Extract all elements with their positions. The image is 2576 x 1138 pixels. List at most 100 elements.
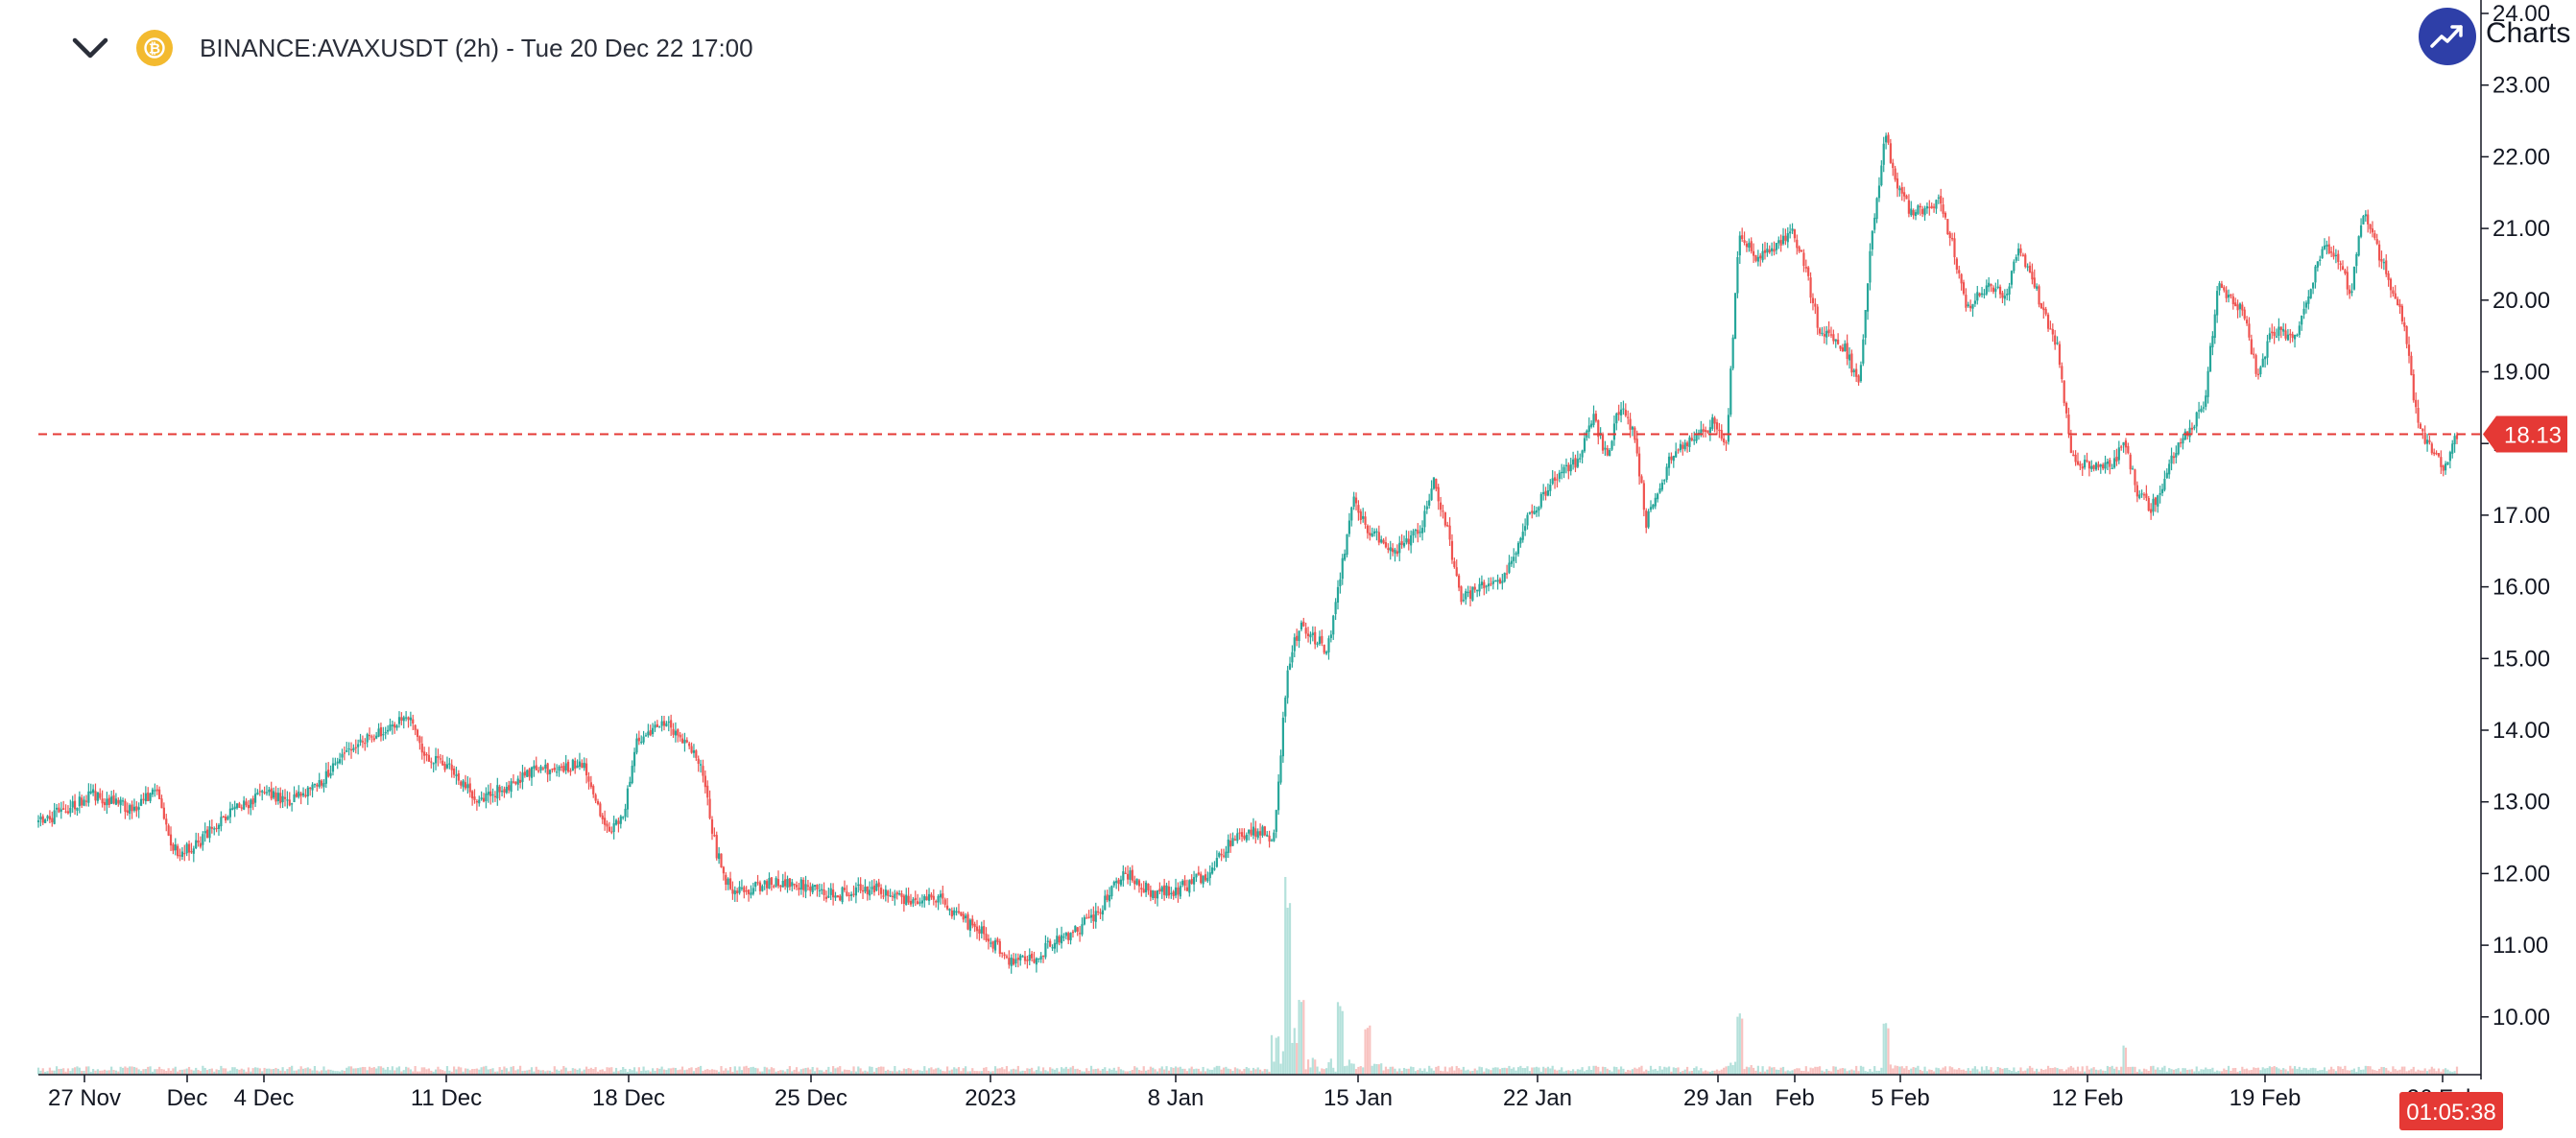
candle-body: [2339, 263, 2342, 265]
volume-bar: [1594, 1065, 1597, 1075]
volume-bar: [736, 1070, 739, 1075]
candle-body: [697, 758, 700, 764]
volume-bar: [1306, 1059, 1310, 1075]
volume-bar: [1332, 1067, 1335, 1075]
candle-body: [58, 807, 60, 813]
volume-bar: [1609, 1070, 1611, 1075]
volume-bar: [1471, 1071, 1474, 1075]
volume-bar: [124, 1066, 127, 1075]
candle-body: [94, 791, 97, 801]
candle-body: [1051, 947, 1054, 949]
volume-bar: [962, 1068, 965, 1075]
volume-bar: [2031, 1067, 2034, 1075]
candle-body: [2435, 453, 2438, 455]
candle-body: [1718, 429, 1721, 432]
volume-bar: [1697, 1070, 1701, 1075]
collapse-button[interactable]: [67, 25, 113, 71]
volume-bar: [160, 1069, 163, 1075]
candle-body: [1839, 345, 1842, 349]
volume-bar: [1839, 1068, 1842, 1075]
volume-bar: [1798, 1068, 1801, 1075]
candle-body: [258, 791, 261, 793]
volume-bar: [763, 1066, 766, 1075]
volume-bar: [993, 1066, 997, 1075]
volume-bar: [126, 1067, 129, 1075]
candle-body: [2323, 245, 2326, 249]
candle-body: [923, 896, 926, 901]
volume-bar: [1793, 1069, 1797, 1075]
candle-body: [450, 764, 453, 771]
volume-bar: [1238, 1069, 1241, 1075]
candle-body: [706, 785, 709, 798]
volume-bar: [2261, 1067, 2264, 1075]
candle-body: [192, 848, 195, 854]
volume-bar: [821, 1070, 823, 1075]
candle-body: [36, 820, 40, 822]
candle-body: [905, 894, 908, 906]
candle-body: [2067, 415, 2070, 435]
volume-bar: [1462, 1066, 1465, 1075]
volume-bar: [1622, 1068, 1625, 1075]
candle-body: [2284, 330, 2287, 339]
candle-body: [945, 905, 949, 910]
candle-body: [2332, 252, 2335, 257]
volume-bar: [975, 1071, 979, 1075]
volume-bar: [1324, 1068, 1328, 1075]
candle-body: [583, 762, 585, 769]
candle-body: [2268, 333, 2271, 340]
candle-body: [1087, 916, 1090, 918]
volume-bar: [2327, 1069, 2330, 1075]
candle-body: [1446, 524, 1449, 527]
candle-body: [2350, 291, 2353, 294]
candle-body: [2140, 493, 2143, 495]
candle-body: [1610, 440, 1613, 450]
candle-body: [1291, 652, 1294, 663]
volume-bar: [1334, 1071, 1337, 1075]
candle-body: [357, 744, 360, 747]
volume-bar: [1571, 1069, 1575, 1075]
volume-bar: [155, 1069, 158, 1075]
volume-bar: [530, 1067, 534, 1075]
volume-bar: [1377, 1064, 1380, 1075]
volume-bar: [354, 1068, 357, 1075]
candle-body: [1023, 956, 1027, 961]
volume-bar: [1197, 1068, 1200, 1075]
volume-bar: [1432, 1070, 1436, 1075]
candle-body: [256, 792, 259, 795]
volume-bar: [2097, 1070, 2100, 1075]
volume-bar: [1649, 1065, 1653, 1075]
volume-bar: [110, 1066, 113, 1075]
volume-bar: [377, 1066, 380, 1075]
volume-bar: [1215, 1065, 1218, 1075]
candle-body: [971, 918, 974, 926]
candle-body: [955, 911, 958, 913]
volume-bar: [823, 1071, 825, 1075]
volume-bar: [2013, 1067, 2015, 1075]
candle-body: [672, 728, 675, 735]
volume-bar: [1185, 1071, 1189, 1075]
volume-bar: [1791, 1070, 1794, 1075]
volume-bar: [1695, 1066, 1698, 1075]
volume-bar: [2205, 1067, 2207, 1075]
candle-body: [1318, 636, 1322, 645]
volume-bar: [1498, 1069, 1502, 1075]
candle-body: [806, 885, 810, 887]
candle-body: [1407, 538, 1410, 545]
volume-bar: [1435, 1066, 1438, 1075]
candle-body: [2397, 298, 2399, 305]
candle-body: [1145, 882, 1148, 892]
volume-bar: [706, 1069, 709, 1075]
volume-bar: [973, 1071, 976, 1075]
volume-bar: [978, 1071, 981, 1075]
volume-bar: [167, 1068, 170, 1075]
volume-bar: [894, 1065, 896, 1075]
brand-logo[interactable]: [2419, 8, 2476, 65]
y-tick-label: 19.00: [2493, 360, 2550, 386]
volume-bar: [263, 1067, 266, 1075]
candle-body: [733, 890, 736, 895]
candle-body: [1074, 925, 1077, 933]
candle-body: [81, 797, 83, 806]
volume-bar: [225, 1068, 227, 1075]
candle-body: [1930, 205, 1933, 209]
